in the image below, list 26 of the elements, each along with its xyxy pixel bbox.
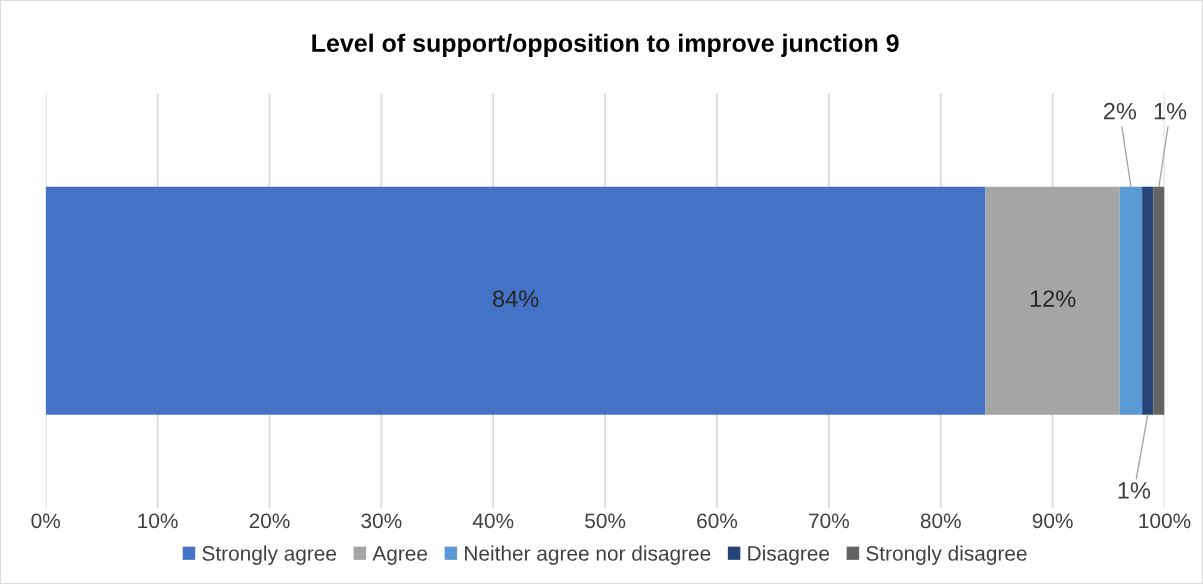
x-tick-label: 10% (138, 513, 178, 529)
legend-label: Disagree (748, 545, 830, 565)
x-tick-label: 50% (585, 513, 626, 529)
legend-label: Strongly disagree (866, 545, 1027, 565)
bar (1153, 186, 1165, 415)
x-tick-label: 90% (1032, 513, 1073, 529)
legend-label: Neither agree nor disagree (465, 545, 711, 565)
chart-title: Level of support/opposition to improve junction 9 (312, 33, 899, 57)
x-tick-label: 60% (697, 513, 738, 529)
data-label: 1% (1154, 102, 1187, 120)
data-label: 1% (1118, 482, 1151, 499)
bar (985, 186, 1120, 415)
data-label: 2% (1103, 102, 1137, 120)
x-tick-label: 0% (31, 513, 61, 529)
x-tick-label: 30% (361, 513, 402, 529)
x-tick-label: 40% (472, 513, 514, 529)
legend-label: Agree (372, 546, 428, 565)
bar (1142, 186, 1154, 415)
legend-label: Strongly agree (202, 545, 337, 565)
x-tick-label: 20% (249, 513, 290, 529)
x-tick-label: 70% (809, 513, 849, 529)
x-tick-label: 100% (1139, 513, 1191, 529)
data-label: 84% (493, 290, 539, 308)
bar (1119, 186, 1143, 415)
data-label: 12% (1030, 290, 1076, 308)
x-tick-label: 80% (920, 513, 961, 529)
